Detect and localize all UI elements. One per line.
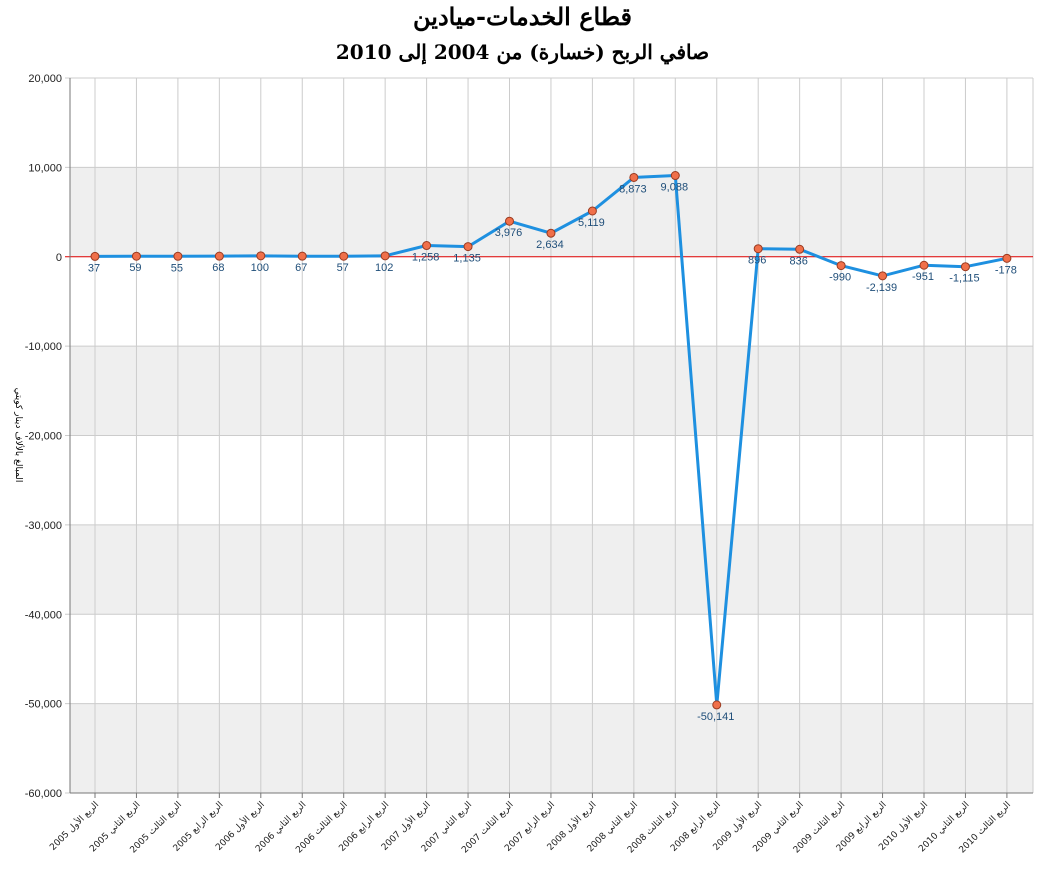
data-markers bbox=[90, 171, 1012, 710]
data-label: 836 bbox=[789, 255, 807, 267]
data-label: 2,634 bbox=[536, 239, 564, 251]
data-label: -990 bbox=[829, 272, 851, 284]
data-point bbox=[380, 251, 390, 261]
data-point bbox=[1002, 253, 1012, 263]
y-tick-label: 20,000 bbox=[28, 73, 62, 85]
data-labels: 37 59 55 68 100 67 57 102 1,258 1,135 3,976 2,634 5,… bbox=[88, 182, 1017, 723]
y-tick-label: -50,000 bbox=[25, 699, 62, 711]
background-band bbox=[70, 346, 1033, 436]
data-point bbox=[836, 261, 846, 271]
data-label: 59 bbox=[129, 262, 141, 274]
data-label: 3,976 bbox=[495, 227, 523, 239]
data-label: 8,873 bbox=[619, 183, 647, 195]
data-point bbox=[629, 172, 639, 182]
data-point bbox=[463, 242, 473, 252]
data-label: 67 bbox=[295, 262, 307, 274]
data-point bbox=[795, 244, 805, 254]
data-point bbox=[670, 171, 680, 181]
data-label: 37 bbox=[88, 262, 100, 274]
data-label: 102 bbox=[375, 262, 393, 274]
data-point bbox=[505, 216, 514, 226]
y-tick-labels: 20,000 10,000 0 -10,000 -20,000 -30,000 -40,00… bbox=[25, 73, 62, 800]
data-label: 1,258 bbox=[412, 252, 440, 264]
background-band bbox=[70, 524, 1033, 615]
axes bbox=[69, 78, 1033, 794]
data-label: 5,119 bbox=[578, 217, 605, 229]
data-label: -951 bbox=[912, 271, 934, 283]
chart-title: قطاع الخدمات-ميادين bbox=[413, 2, 632, 31]
y-tick-label: 0 bbox=[56, 252, 62, 264]
y-tick-label: -40,000 bbox=[25, 609, 62, 621]
data-point bbox=[878, 271, 888, 281]
data-label: 55 bbox=[171, 262, 183, 274]
background-band bbox=[70, 703, 1033, 793]
data-point bbox=[90, 251, 100, 261]
data-point bbox=[587, 206, 597, 216]
data-point bbox=[297, 251, 307, 261]
data-point bbox=[546, 228, 556, 238]
y-tick-label: -60,000 bbox=[25, 788, 62, 800]
data-point bbox=[422, 241, 432, 251]
data-label: 100 bbox=[251, 262, 269, 274]
data-point bbox=[214, 251, 224, 261]
data-point bbox=[753, 244, 763, 254]
y-tick-label: -30,000 bbox=[25, 520, 62, 532]
data-label: -2,139 bbox=[866, 282, 897, 294]
data-point bbox=[256, 251, 266, 261]
y-tick-label: -10,000 bbox=[25, 341, 62, 353]
data-label: 68 bbox=[212, 262, 224, 274]
data-point bbox=[960, 262, 970, 272]
data-point bbox=[173, 251, 183, 261]
data-label: -1,115 bbox=[949, 273, 979, 285]
data-label: 1,135 bbox=[453, 253, 481, 265]
data-label: 896 bbox=[748, 255, 766, 267]
data-label: -50,141 bbox=[697, 711, 734, 723]
chart-subtitle: صافي الربح (خسارة) من 2004 إلى 2010 bbox=[335, 40, 710, 64]
y-tick-label: -20,000 bbox=[25, 431, 62, 443]
data-point bbox=[712, 700, 722, 710]
data-label: -178 bbox=[995, 264, 1017, 276]
y-tick-label: 10,000 bbox=[28, 162, 62, 174]
data-point bbox=[131, 251, 141, 261]
y-axis-label: المبالغ بالألاف دينار كويتي bbox=[13, 388, 25, 483]
background-bands bbox=[70, 167, 1033, 793]
data-label: 57 bbox=[337, 262, 349, 274]
data-label: 9,088 bbox=[661, 182, 689, 194]
data-point bbox=[919, 260, 929, 270]
background-band bbox=[70, 167, 1033, 257]
data-point bbox=[339, 251, 349, 261]
